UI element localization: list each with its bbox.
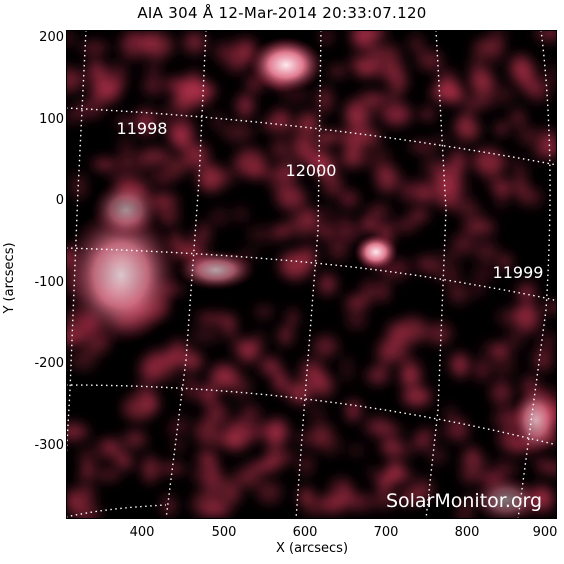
active-region-emission: [66, 37, 557, 519]
x-tick-label: 800: [454, 525, 480, 540]
y-tick-label: -200: [34, 356, 64, 371]
x-tick-label: 500: [211, 525, 237, 540]
y-tick-label: 100: [39, 112, 64, 127]
image-title: AIA 304 Å 12-Mar-2014 20:33:07.120: [137, 4, 427, 22]
heliographic-grid: [66, 30, 557, 519]
y-tick-label: 200: [39, 30, 64, 45]
watermark: SolarMonitor.org: [386, 490, 542, 512]
plot-frame: [66, 30, 557, 519]
y-tick-label: -300: [34, 438, 64, 453]
solar-image: 11998 12000 11999 SolarMonitor.org: [66, 30, 557, 519]
region-label-11998: 11998: [117, 119, 168, 138]
x-tick-label: 600: [292, 525, 318, 540]
x-axis-label: X (arcsecs): [275, 541, 349, 556]
region-label-12000: 12000: [286, 161, 337, 180]
x-tick-label: 900: [532, 525, 558, 540]
chromosphere-texture: [66, 30, 557, 519]
x-tick-label: 400: [129, 525, 155, 540]
y-tick-label: -100: [34, 275, 64, 290]
region-label-11999: 11999: [493, 263, 544, 282]
y-axis-label: Y (arcsecs): [2, 242, 17, 314]
y-tick-label: 0: [55, 193, 64, 208]
x-tick-label: 700: [373, 525, 399, 540]
